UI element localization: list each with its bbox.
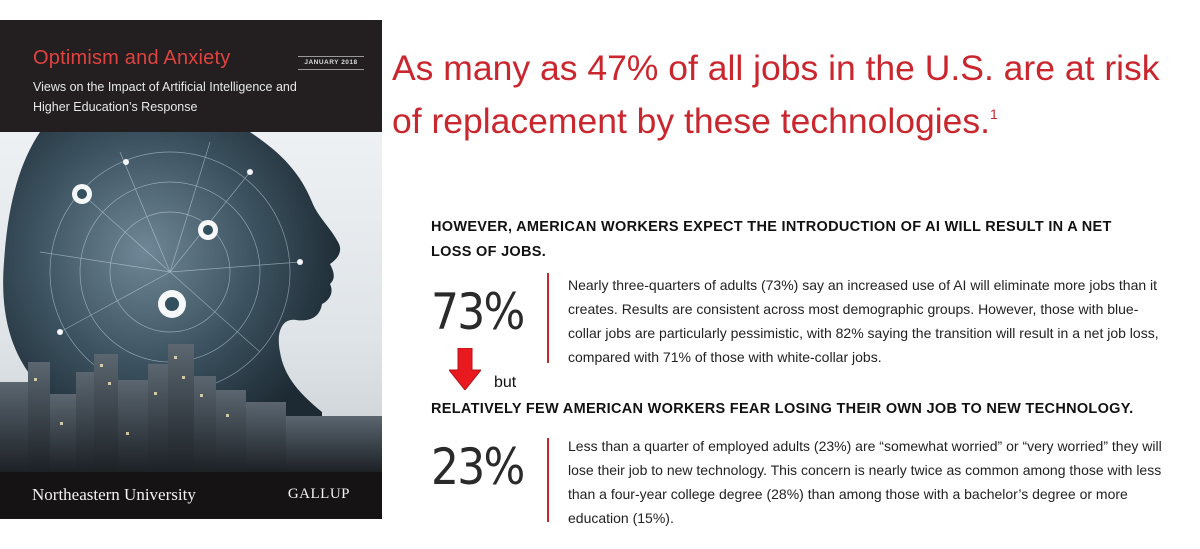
footnote-marker: 1 bbox=[989, 106, 998, 122]
stat-73-percent: 73% bbox=[431, 283, 525, 341]
cover-footer: Northeastern University GALLUP bbox=[0, 472, 382, 519]
stat-23-percent: 23% bbox=[431, 438, 525, 496]
cover-illustration bbox=[0, 132, 382, 472]
stat-divider bbox=[547, 438, 549, 522]
stat-description: Nearly three-quarters of adults (73%) sa… bbox=[568, 277, 1159, 365]
gallup-logo: GALLUP bbox=[287, 486, 350, 502]
headline-text: As many as 47% of all jobs in the U.S. a… bbox=[392, 48, 1160, 141]
section-heading-few-fear: RELATIVELY FEW AMERICAN WORKERS FEAR LOS… bbox=[431, 401, 1134, 417]
connector-label: but bbox=[494, 374, 517, 391]
section-heading-net-loss: HOWEVER, AMERICAN WORKERS EXPECT THE INT… bbox=[431, 219, 1112, 260]
cover-subtitle: Views on the Impact of Artificial Intell… bbox=[33, 80, 297, 114]
stat-description: Less than a quarter of employed adults (… bbox=[568, 438, 1162, 526]
cover-header: Optimism and Anxiety Views on the Impact… bbox=[0, 20, 382, 132]
cover-date: JANUARY 2018 bbox=[298, 56, 364, 70]
report-cover: Optimism and Anxiety Views on the Impact… bbox=[0, 20, 382, 519]
stat-divider bbox=[547, 273, 549, 363]
university-logo: Northeastern University bbox=[32, 485, 196, 504]
cover-title: Optimism and Anxiety bbox=[33, 47, 231, 69]
headline: As many as 47% of all jobs in the U.S. a… bbox=[392, 42, 1192, 155]
down-arrow-icon bbox=[449, 348, 481, 390]
